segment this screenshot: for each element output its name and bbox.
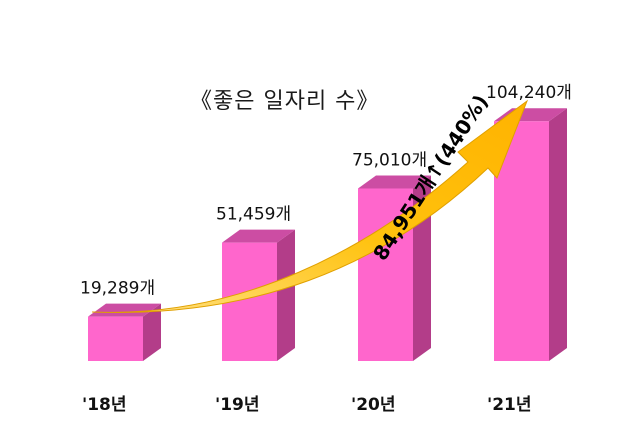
- bar-front: [88, 316, 143, 361]
- bar-side: [143, 303, 161, 361]
- x-tick-label: '21년: [487, 395, 532, 415]
- x-tick-label: '19년: [215, 395, 260, 415]
- bar-top: [88, 303, 161, 317]
- growth-arrow: [91, 99, 529, 313]
- bar: [494, 108, 567, 361]
- data-label: 75,010개: [352, 150, 427, 170]
- bar-top: [358, 175, 431, 189]
- x-tick-label: '20년: [351, 395, 396, 415]
- x-tick-label: '18년: [82, 395, 127, 415]
- data-label: 19,289개: [80, 279, 155, 299]
- growth-arrow-layer: [91, 99, 529, 313]
- data-label: 51,459개: [216, 205, 291, 225]
- chart-title: 《좋은 일자리 수》: [190, 89, 380, 114]
- bar-side: [549, 108, 567, 361]
- bar: [88, 303, 161, 361]
- bar-top: [222, 229, 295, 243]
- bar-side: [277, 229, 295, 361]
- bars-layer: [88, 108, 567, 361]
- data-label: 104,240개: [486, 83, 572, 103]
